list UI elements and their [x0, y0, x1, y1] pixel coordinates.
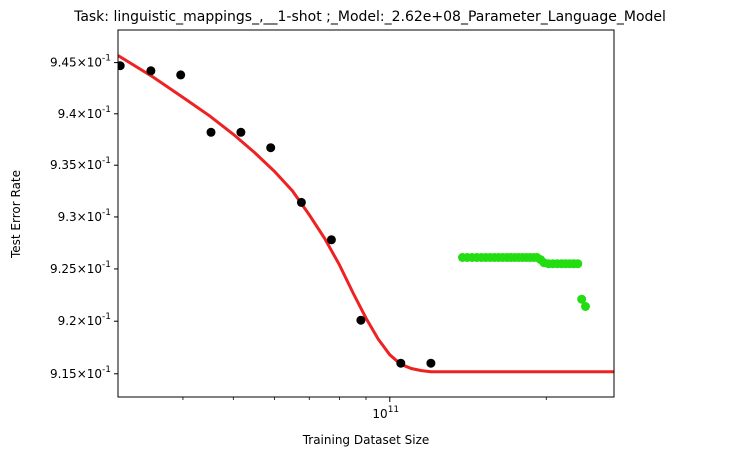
data-point-series-0 [396, 358, 406, 368]
y-tick-label: 9.25×10-1 [50, 260, 111, 276]
y-tick-label: 9.3×10-1 [58, 208, 111, 224]
data-point-series-0 [146, 66, 156, 76]
y-tick-label: 9.45×10-1 [50, 54, 111, 70]
data-point-series-0 [266, 143, 276, 153]
y-tick-label: 9.4×10-1 [58, 105, 111, 121]
data-point-series-0 [426, 358, 436, 368]
y-tick-label: 9.35×10-1 [50, 156, 111, 172]
data-point-series-0 [356, 315, 366, 325]
data-point-series-0 [326, 235, 336, 245]
data-point-series-0 [118, 61, 125, 71]
y-axis-label: Test Error Rate [9, 170, 23, 259]
plot-area [118, 54, 614, 374]
data-point-series-2 [577, 294, 587, 304]
x-axis-label: Training Dataset Size [302, 433, 430, 447]
data-point-series-2 [573, 259, 583, 269]
fit-curve [118, 54, 614, 374]
y-tick-label: 9.15×10-1 [50, 365, 111, 381]
x-tick-label: 1011 [372, 405, 399, 421]
data-point-series-0 [236, 127, 246, 137]
plot-frame [117, 29, 615, 398]
axes: 9.15×10-1 9.2×10-1 9.25×10-1 9.3×10-1 9.35×1… [50, 54, 547, 421]
data-point-series-0 [206, 127, 216, 137]
y-tick-label: 9.2×10-1 [58, 312, 111, 328]
data-point-series-2 [581, 302, 590, 311]
data-point-series-0 [176, 70, 186, 80]
chart-title: Task: linguistic_mappings_,__1-shot ;_Mo… [73, 9, 666, 25]
data-point-series-0 [296, 197, 306, 207]
